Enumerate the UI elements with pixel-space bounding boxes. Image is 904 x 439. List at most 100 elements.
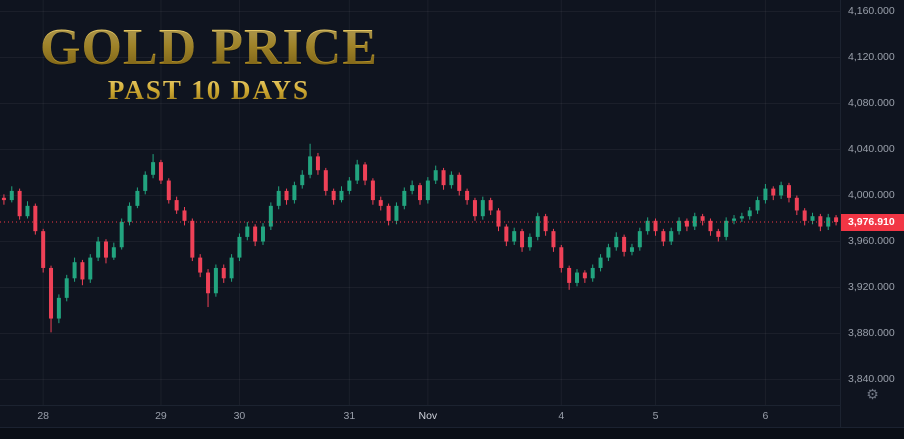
candle-body <box>606 247 611 258</box>
time-axis-label: 29 <box>155 410 167 422</box>
candle-body <box>527 236 532 248</box>
candle-body <box>512 231 517 242</box>
candle-body <box>684 220 689 227</box>
time-axis-label: Nov <box>418 410 438 422</box>
current-price-badge: 3,976.910 <box>841 213 904 231</box>
candle-body <box>755 200 760 211</box>
candle-body <box>198 257 203 273</box>
candle-body <box>645 220 650 232</box>
candle-body <box>802 210 807 221</box>
candle-body <box>339 190 344 201</box>
price-axis-label: 4,160.000 <box>848 5 895 17</box>
candle-body <box>496 210 501 227</box>
candle-body <box>315 156 320 171</box>
candle-body <box>779 185 784 196</box>
candle-body <box>331 190 336 201</box>
candle-body <box>425 180 430 201</box>
candle-body <box>465 190 470 201</box>
candlestick-chart[interactable] <box>0 0 840 405</box>
candle-body <box>598 257 603 268</box>
candle-body <box>653 220 658 232</box>
candle-body <box>80 262 85 280</box>
time-axis-label: 4 <box>558 410 565 422</box>
candle-body <box>543 216 548 232</box>
candle-body <box>166 180 171 201</box>
candle-body <box>237 236 242 258</box>
candle-body <box>276 190 281 206</box>
gear-icon[interactable]: ⚙ <box>866 386 879 402</box>
candle-body <box>504 226 509 242</box>
price-axis[interactable]: 3,976.910 4,160.000 4,120.000 4,080.000 4,0… <box>841 0 904 405</box>
candle-body <box>747 210 752 217</box>
candle-body <box>441 170 446 186</box>
candle-body <box>708 220 713 232</box>
candle-body <box>245 226 250 237</box>
candle-body <box>103 241 108 258</box>
time-axis[interactable]: 28 29 30 31 Nov 4 5 6 <box>0 405 840 427</box>
candle-body <box>567 267 572 283</box>
candle-body <box>692 216 697 227</box>
candle-body <box>457 174 462 191</box>
candle-body <box>622 236 627 252</box>
candle-body <box>716 231 721 237</box>
candle-body <box>308 156 313 175</box>
axis-separator <box>840 0 841 427</box>
candle-body <box>629 247 634 252</box>
candle-body <box>323 170 328 191</box>
candle-body <box>41 231 46 268</box>
candle-body <box>582 272 587 279</box>
candle-body <box>637 231 642 248</box>
candle-body <box>213 267 218 294</box>
time-axis-label: 31 <box>343 410 356 422</box>
candle-body <box>33 205 38 232</box>
candle-body <box>64 278 69 298</box>
candle-body <box>739 216 744 219</box>
candle-body <box>158 162 163 181</box>
price-axis-label: 4,000.000 <box>848 189 895 201</box>
candle-body <box>472 200 477 217</box>
candle-body <box>771 188 776 196</box>
candle-body <box>206 272 211 294</box>
candle-body <box>190 220 195 258</box>
candle-body <box>1 197 6 201</box>
candle-body <box>559 247 564 268</box>
price-axis-label: 4,120.000 <box>848 51 895 63</box>
candle-body <box>127 205 132 222</box>
candle-body <box>17 190 22 217</box>
candle-body <box>677 220 682 232</box>
candle-body <box>378 200 383 206</box>
candle-body <box>449 174 454 186</box>
candle-body <box>72 262 77 279</box>
axis-corner <box>841 405 904 427</box>
candle-body <box>355 164 360 181</box>
price-axis-label: 3,880.000 <box>848 327 895 339</box>
candle-body <box>347 180 352 191</box>
candle-body <box>300 174 305 186</box>
candle-body <box>433 170 438 181</box>
candle-body <box>488 200 493 211</box>
candle-body <box>363 164 368 181</box>
candle-body <box>794 197 799 211</box>
candle-body <box>386 205 391 221</box>
candle-body <box>402 190 407 206</box>
candle-body <box>786 185 791 198</box>
candle-body <box>260 226 265 242</box>
price-axis-label: 4,080.000 <box>848 97 895 109</box>
candle-body <box>535 216 540 237</box>
candle-body <box>9 190 14 201</box>
candle-body <box>418 185 422 201</box>
price-axis-label: 4,040.000 <box>848 143 895 155</box>
candle-body <box>268 205 273 227</box>
candle-body <box>96 241 101 258</box>
candle-body <box>221 267 226 279</box>
candle-body <box>143 174 148 191</box>
time-axis-label: 5 <box>652 410 659 422</box>
candle-body <box>520 231 525 248</box>
candle-body <box>182 210 187 221</box>
candle-body <box>551 231 556 248</box>
time-axis-label: 30 <box>233 410 246 422</box>
candle-body <box>732 218 737 221</box>
candle-body <box>49 267 54 319</box>
candle-body <box>763 188 768 201</box>
